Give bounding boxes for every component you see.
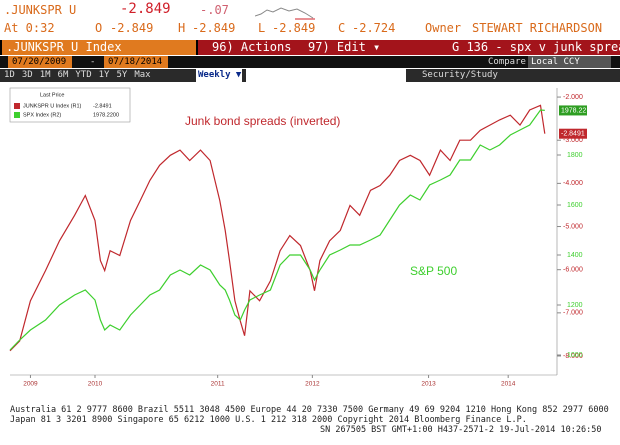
change: -.07 [200, 3, 229, 17]
last-tag: -2.8491 [561, 131, 585, 138]
y-tick-label: -3.000 [563, 137, 583, 144]
period-button[interactable]: 5Y [116, 70, 128, 80]
legend-swatch [14, 112, 20, 118]
x-tick-label: 2014 [501, 381, 516, 388]
legend-swatch [14, 103, 20, 109]
x-tick-label: 2012 [305, 381, 320, 388]
graph-name: G 136 - spx v junk spread [444, 40, 620, 55]
time: At 0:32 [4, 21, 55, 35]
chart: -2.000 -3.000 -4.000 -5.000 -6.000 -7.000 -8.0… [9, 87, 587, 388]
legend-box [9, 87, 131, 123]
owner-label: Owner [425, 21, 462, 35]
frequency[interactable]: Weekly ▼ [196, 69, 242, 82]
series-line [9, 109, 545, 351]
y-tick-label: -7.000 [563, 310, 583, 317]
legend-title: Last Price [40, 92, 64, 98]
period-button[interactable]: Max [134, 70, 151, 80]
compare-label: Compare [488, 57, 526, 67]
legend-label: JUNKSPR U Index (R1) [23, 103, 82, 109]
open: -2.849 [110, 21, 154, 35]
y-tick-label: -4.000 [563, 180, 583, 187]
date-separator: - [90, 57, 96, 67]
close-label: C [338, 21, 346, 35]
sparkline [255, 7, 315, 20]
y-tick-label: -2.000 [563, 94, 583, 101]
period-button[interactable]: 3D [21, 70, 33, 80]
study-button[interactable]: Security/Study [422, 70, 498, 80]
last-tag: 1978.22 [561, 107, 586, 114]
period-button[interactable]: 1D [4, 70, 15, 80]
ticker: .JUNKSPR U [4, 3, 77, 17]
x-tick-label: 2009 [23, 381, 38, 388]
start-date[interactable]: 07/20/2009 [8, 56, 72, 68]
y2-tick-label: 1200 [567, 302, 583, 309]
y2-tick-label: 1800 [567, 152, 583, 159]
low-label: L [258, 21, 266, 35]
low: -2.849 [272, 21, 316, 35]
x-tick-label: 2010 [88, 381, 103, 388]
x-tick-label: 2011 [211, 381, 225, 388]
period-buttons: 1D 3D 1M 6M YTD 1Y 5Y Max [4, 69, 158, 82]
footer-line: Japan 81 3 3201 8900 Singapore 65 6212 1… [10, 415, 527, 425]
security[interactable]: .JUNKSPR U Index [2, 40, 196, 55]
footer-line: SN 267505 BST GMT+1:00 H437-2571-2 19-Ju… [320, 425, 602, 435]
period-button[interactable]: 6M [57, 70, 69, 80]
end-date[interactable]: 07/18/2014 [104, 56, 168, 68]
actions-menu[interactable]: 96) Actions ▾ [198, 40, 312, 55]
edit-menu[interactable]: 97) Edit ▾ [300, 40, 448, 55]
last-tag-box [559, 105, 587, 116]
price: -2.849 [120, 1, 171, 17]
legend-value: 1978.2200 [93, 112, 119, 118]
annotation: S&P 500 [410, 264, 457, 278]
legend-value: -2.8491 [93, 103, 112, 109]
period-button[interactable]: 1M [39, 70, 51, 80]
close: -2.724 [352, 21, 396, 35]
open-label: O [95, 21, 103, 35]
y2-tick-label: 1400 [567, 252, 583, 259]
y-tick-label: -6.000 [563, 267, 583, 274]
x-tick-label: 2013 [421, 381, 436, 388]
search-box[interactable] [246, 69, 406, 82]
y-tick-label: -8.000 [563, 353, 583, 360]
high-label: H [178, 21, 186, 35]
footer-line: Australia 61 2 9777 8600 Brazil 5511 304… [10, 405, 609, 415]
y2-tick-label: 1600 [567, 202, 583, 209]
period-button[interactable]: 1Y [98, 70, 110, 80]
owner: STEWART RICHARDSON [472, 21, 603, 35]
high: -2.849 [192, 21, 236, 35]
series-line [9, 104, 546, 352]
period-button[interactable]: YTD [75, 70, 92, 80]
annotation: Junk bond spreads (inverted) [185, 114, 340, 128]
y-tick-label: -5.000 [563, 223, 583, 230]
currency[interactable]: Local CCY [528, 56, 611, 68]
y2-tick-label: 1000 [567, 352, 583, 359]
legend-label: SPX Index (R2) [23, 112, 61, 118]
last-tag-box [559, 128, 587, 139]
